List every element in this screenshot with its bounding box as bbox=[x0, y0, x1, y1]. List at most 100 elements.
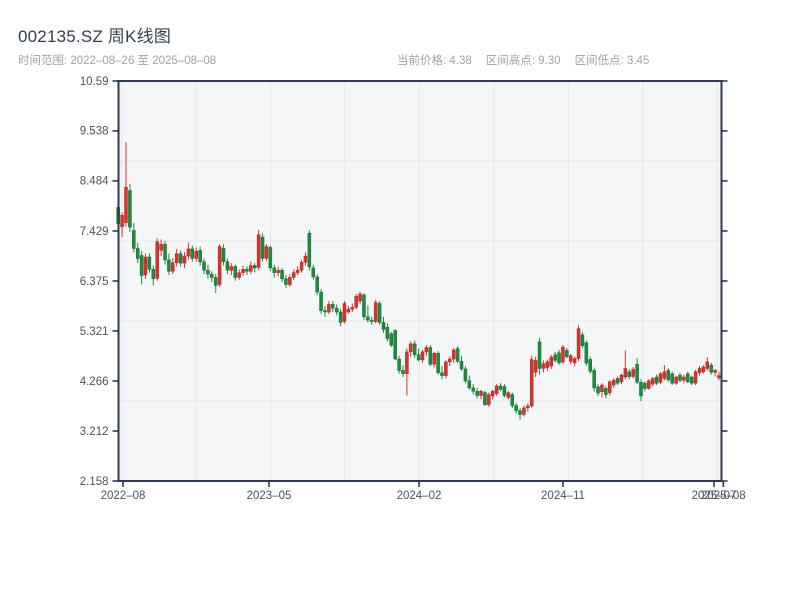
candle-down bbox=[167, 259, 171, 272]
candle-down bbox=[498, 385, 503, 390]
candle-up bbox=[549, 356, 553, 367]
candle-down bbox=[670, 373, 674, 384]
candle-down bbox=[467, 380, 472, 389]
candle-down bbox=[128, 190, 132, 228]
range-low-label: 区间低点: 3.45 bbox=[574, 55, 650, 67]
candle-down bbox=[178, 253, 183, 264]
candle-up bbox=[487, 394, 491, 405]
candle-down bbox=[338, 311, 343, 323]
candle-up bbox=[342, 303, 347, 322]
candle-up bbox=[611, 380, 616, 386]
candle-down bbox=[518, 410, 522, 415]
candle-up bbox=[295, 270, 300, 273]
candle-down bbox=[596, 386, 600, 394]
candle-down bbox=[537, 341, 542, 369]
candle-down bbox=[132, 230, 136, 249]
candle-down bbox=[147, 256, 152, 270]
y-tick-label: 9.538 bbox=[80, 126, 109, 138]
candle-down bbox=[202, 261, 206, 271]
candle-up bbox=[174, 253, 179, 263]
candle-up bbox=[697, 368, 702, 374]
candle-up bbox=[155, 241, 159, 279]
candle-up bbox=[674, 376, 678, 384]
candle-down bbox=[362, 294, 366, 318]
candle-down bbox=[514, 405, 518, 411]
candle-up bbox=[608, 381, 612, 393]
candle-down bbox=[315, 276, 319, 293]
candle-up bbox=[713, 370, 717, 373]
candle-down bbox=[401, 370, 405, 374]
candle-up bbox=[693, 371, 698, 384]
candle-down bbox=[584, 342, 589, 364]
candle-up bbox=[623, 368, 628, 378]
candle-up bbox=[241, 269, 245, 273]
candle-up bbox=[409, 343, 413, 353]
candle-down bbox=[689, 376, 694, 384]
candle-down bbox=[319, 291, 323, 311]
x-tick-label: 2024–02 bbox=[397, 490, 442, 502]
candle-down bbox=[397, 358, 401, 371]
candle-down bbox=[366, 316, 370, 321]
candle-down bbox=[654, 376, 659, 384]
candle-down bbox=[213, 277, 218, 286]
x-tick-label: 2025–08 bbox=[701, 490, 746, 502]
candle-down bbox=[475, 391, 479, 396]
candle-up bbox=[186, 248, 191, 257]
candle-down bbox=[412, 343, 417, 355]
candle-up bbox=[490, 391, 495, 397]
candle-up bbox=[159, 243, 163, 251]
candle-up bbox=[350, 307, 355, 310]
candle-up bbox=[288, 277, 292, 285]
candle-up bbox=[249, 265, 253, 272]
candles-layer bbox=[116, 142, 721, 420]
candle-up bbox=[276, 270, 280, 273]
page-title: 002135.SZ 周K线图 bbox=[18, 27, 172, 46]
candle-down bbox=[206, 270, 210, 275]
candle-down bbox=[245, 269, 249, 272]
x-tick-label: 2022–08 bbox=[101, 490, 146, 502]
candle-up bbox=[631, 369, 635, 377]
candle-down bbox=[709, 364, 713, 373]
candle-up bbox=[647, 380, 651, 389]
candle-up bbox=[444, 361, 448, 376]
candle-down bbox=[385, 326, 390, 339]
candle-up bbox=[124, 187, 128, 224]
candle-up bbox=[701, 366, 706, 373]
candle-down bbox=[604, 388, 608, 395]
candle-up bbox=[264, 246, 269, 259]
candle-up bbox=[533, 360, 538, 373]
price-stats: 当前价格: 4.38 区间高点: 9.30 区间低点: 3.45 bbox=[397, 52, 663, 68]
candle-down bbox=[198, 250, 202, 262]
candle-up bbox=[650, 378, 655, 385]
candle-down bbox=[151, 269, 156, 280]
candle-down bbox=[272, 267, 276, 273]
candle-up bbox=[358, 293, 362, 302]
candle-down bbox=[666, 370, 671, 381]
candle-up bbox=[432, 353, 436, 365]
x-tick-label: 2024–11 bbox=[541, 490, 585, 502]
candle-up bbox=[256, 234, 261, 268]
candle-up bbox=[373, 302, 378, 322]
candle-up bbox=[717, 375, 721, 379]
candle-up bbox=[569, 355, 573, 362]
candle-down bbox=[221, 248, 226, 262]
candle-down bbox=[627, 371, 632, 377]
candle-down bbox=[428, 347, 433, 365]
candle-down bbox=[307, 233, 312, 268]
candle-down bbox=[459, 361, 464, 370]
candle-down bbox=[615, 378, 620, 384]
candle-down bbox=[381, 322, 386, 330]
candle-up bbox=[424, 347, 429, 353]
candle-up bbox=[120, 215, 124, 227]
candle-down bbox=[377, 303, 382, 323]
y-tick-label: 6.375 bbox=[80, 276, 109, 288]
candle-down bbox=[370, 319, 374, 322]
candle-down bbox=[323, 310, 327, 313]
candle-up bbox=[662, 371, 667, 379]
candle-up bbox=[420, 351, 425, 361]
candle-down bbox=[139, 255, 144, 276]
y-tick-label: 3.212 bbox=[80, 426, 109, 438]
candle-down bbox=[588, 359, 593, 372]
plot-background bbox=[118, 81, 722, 481]
